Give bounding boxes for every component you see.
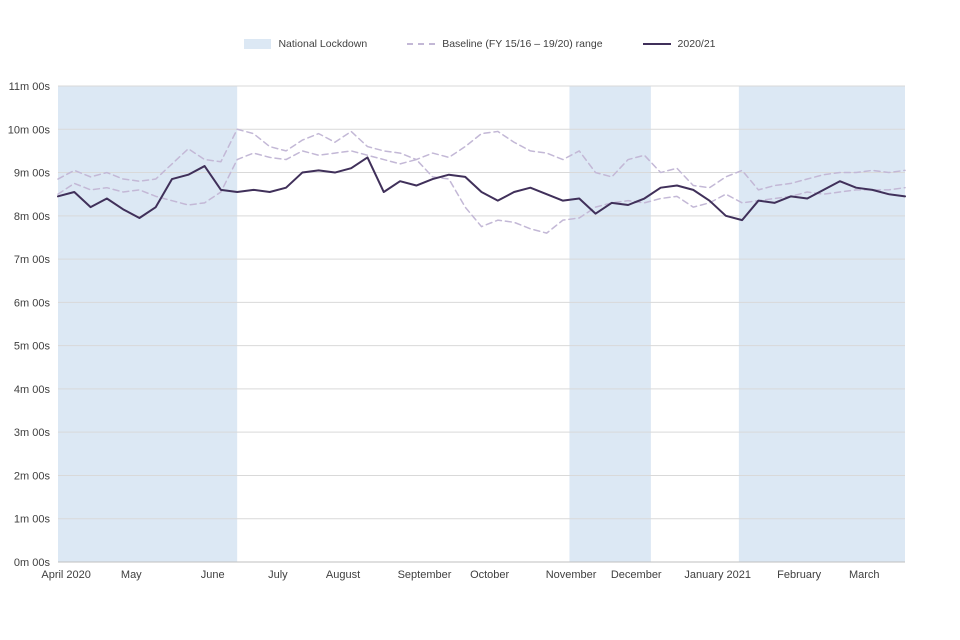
x-tick-label: January 2021 xyxy=(684,569,751,581)
x-tick-label: April 2020 xyxy=(41,569,91,581)
x-tick-label: February xyxy=(777,569,822,581)
x-tick-label: October xyxy=(470,569,509,581)
y-tick-label: 1m 00s xyxy=(14,514,51,526)
y-tick-label: 10m 00s xyxy=(8,124,51,136)
legend-item-baseline-range: Baseline (FY 15/16 – 19/20) range xyxy=(407,38,603,50)
x-tick-label: December xyxy=(611,569,662,581)
legend-item-2020-21: 2020/21 xyxy=(642,38,716,50)
x-tick-label: March xyxy=(849,569,880,581)
lockdown-band xyxy=(58,86,238,562)
y-tick-label: 6m 00s xyxy=(14,297,51,309)
y-tick-label: 7m 00s xyxy=(14,254,51,266)
lockdown-band-swatch-icon xyxy=(244,39,272,49)
y-tick-label: 0m 00s xyxy=(14,557,51,569)
y-tick-label: 4m 00s xyxy=(14,384,51,396)
current-year-line-swatch-icon xyxy=(642,43,671,45)
y-tick-label: 3m 00s xyxy=(14,427,51,439)
x-tick-label: September xyxy=(398,569,452,581)
line-baseline-range xyxy=(57,150,906,234)
y-tick-label: 8m 00s xyxy=(14,211,51,223)
x-tick-label: May xyxy=(121,569,142,581)
chart-legend: National Lockdown Baseline (FY 15/16 – 1… xyxy=(0,38,960,50)
x-tick-label: November xyxy=(546,569,597,581)
legend-label-2020-21: 2020/21 xyxy=(677,38,716,50)
y-tick-label: 5m 00s xyxy=(14,341,51,353)
lockdown-band xyxy=(569,86,651,562)
lockdown-band xyxy=(738,86,905,562)
legend-label-baseline-range: Baseline (FY 15/16 – 19/20) range xyxy=(442,38,603,50)
x-tick-label: August xyxy=(326,569,360,581)
x-tick-label: June xyxy=(201,569,225,581)
y-tick-label: 9m 00s xyxy=(14,168,51,180)
legend-label-national-lockdown: National Lockdown xyxy=(278,38,368,50)
line-2020-21 xyxy=(57,156,906,222)
x-tick-label: July xyxy=(268,569,288,581)
legend-item-national-lockdown: National Lockdown xyxy=(244,38,367,50)
line-baseline-range xyxy=(57,128,906,191)
y-tick-label: 11m 00s xyxy=(9,81,51,93)
baseline-dashed-line-swatch-icon xyxy=(407,43,436,45)
y-tick-label: 2m 00s xyxy=(14,470,51,482)
